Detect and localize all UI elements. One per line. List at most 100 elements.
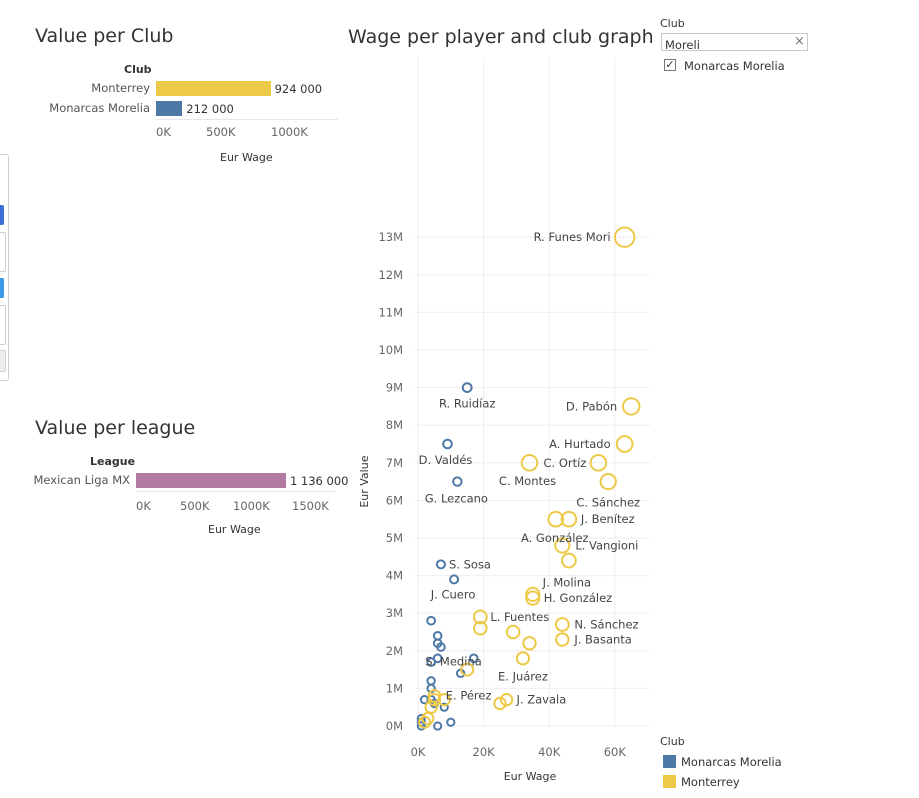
point-label: S. Medina <box>425 654 481 668</box>
data-point[interactable] <box>449 574 460 585</box>
data-point[interactable] <box>421 711 435 726</box>
data-point[interactable] <box>515 651 531 666</box>
data-point[interactable] <box>418 715 432 729</box>
point-label: J. Basanta <box>573 633 632 647</box>
data-point[interactable] <box>499 692 514 707</box>
club-row-label: Monterrey <box>91 81 150 95</box>
edge-handle-4[interactable] <box>0 305 6 345</box>
data-point[interactable] <box>493 696 507 711</box>
data-point[interactable] <box>615 435 634 453</box>
club-x-tick: 500K <box>206 125 236 139</box>
point-label: C. Montes <box>499 474 556 488</box>
data-point[interactable] <box>439 702 449 712</box>
point-label: R. Ruidíaz <box>439 397 495 411</box>
edge-handle-2[interactable] <box>0 232 6 272</box>
data-point[interactable] <box>416 721 426 731</box>
data-point[interactable] <box>460 662 475 677</box>
club-filter-input[interactable] <box>662 37 783 53</box>
club-header: Club <box>124 63 152 76</box>
y-axis-title: Eur Value <box>358 455 371 507</box>
point-label: G. Lezcano <box>425 492 488 506</box>
legend-swatch-monterrey[interactable] <box>663 775 676 788</box>
league-x-tick: 1500K <box>292 499 329 513</box>
y-tick-label: 1M <box>386 681 403 695</box>
data-point[interactable] <box>435 559 446 570</box>
edge-handle-5[interactable] <box>0 350 6 372</box>
y-tick-label: 3M <box>386 606 403 620</box>
y-tick-label: 4M <box>386 569 403 583</box>
data-point[interactable] <box>554 537 571 554</box>
club-x-tick: 1000K <box>271 125 308 139</box>
legend-title: Club <box>660 735 685 748</box>
point-label: N. Sánchez <box>574 617 638 631</box>
data-point[interactable] <box>436 642 446 652</box>
data-point[interactable] <box>426 676 436 686</box>
data-point[interactable] <box>554 617 570 632</box>
league-row-label: Mexican Liga MX <box>33 473 130 487</box>
data-point[interactable] <box>505 624 521 640</box>
data-point[interactable] <box>613 226 636 248</box>
point-label: D. Valdés <box>419 453 473 467</box>
scatter-plot[interactable]: 0M 1M 2M 3M 4M 5M 6M 7M 8M 9M 10M 11M 12M 13M 0K 20K 40K… <box>340 50 670 790</box>
data-point[interactable] <box>442 438 453 450</box>
x-tick-label: 40K <box>538 745 561 759</box>
legend-label[interactable]: Monterrey <box>681 775 740 789</box>
clear-icon[interactable]: × <box>794 34 805 49</box>
y-tick-label: 11M <box>378 305 403 319</box>
point-label: E. Juárez <box>498 669 548 683</box>
data-point[interactable] <box>560 510 578 528</box>
data-point[interactable] <box>520 454 539 472</box>
y-tick-label: 2M <box>386 644 403 658</box>
filter-option-label[interactable]: Monarcas Morelia <box>684 59 785 73</box>
data-point[interactable] <box>472 609 488 625</box>
data-point[interactable] <box>461 382 473 394</box>
data-point[interactable] <box>437 692 451 707</box>
edge-handle-1[interactable] <box>0 205 4 225</box>
league-x-tick: 1000K <box>233 499 270 513</box>
edge-handle-3[interactable] <box>0 278 4 298</box>
data-point[interactable] <box>622 397 641 416</box>
data-point[interactable] <box>426 657 436 667</box>
league-x-label: Eur Wage <box>208 523 261 536</box>
club-row-label: Monarcas Morelia <box>49 101 150 115</box>
data-point[interactable] <box>589 454 608 472</box>
bar-monterrey[interactable] <box>156 81 271 96</box>
point-label: S. Sosa <box>449 557 491 571</box>
filter-checkbox[interactable]: ✓ <box>664 58 676 71</box>
point-label: J. Cuero <box>430 587 476 601</box>
data-point[interactable] <box>426 615 437 626</box>
club-filter-search[interactable]: × <box>661 33 808 53</box>
y-tick-label: 6M <box>386 493 403 507</box>
point-label: J. Benítez <box>580 512 635 526</box>
club-chart-title: Value per Club <box>35 25 174 47</box>
club-axis-line <box>156 119 338 120</box>
point-label: J. Molina <box>542 576 591 590</box>
data-point[interactable] <box>555 632 570 647</box>
point-label: R. Funes Mori <box>534 230 611 244</box>
data-point[interactable] <box>446 717 456 727</box>
legend-swatch-morelia[interactable] <box>663 755 676 768</box>
data-point[interactable] <box>599 473 617 491</box>
data-point[interactable] <box>522 636 537 651</box>
data-point[interactable] <box>468 653 479 664</box>
data-point[interactable] <box>427 692 442 707</box>
bar-monarcas-morelia[interactable] <box>156 101 183 116</box>
x-tick-label: 60K <box>604 745 627 759</box>
data-point[interactable] <box>433 721 443 731</box>
bar-mexican-liga-mx[interactable] <box>136 473 286 488</box>
legend-label[interactable]: Monarcas Morelia <box>681 755 782 769</box>
point-label: L. Fuentes <box>490 610 549 624</box>
point-label: H. González <box>544 591 612 605</box>
data-point[interactable] <box>452 476 463 487</box>
data-point[interactable] <box>525 590 541 606</box>
data-point[interactable] <box>432 630 443 641</box>
y-tick-label: 7M <box>386 456 403 470</box>
point-label: A. González <box>521 531 589 545</box>
data-point[interactable] <box>473 620 488 636</box>
bar-value-label: 1 136 000 <box>289 474 349 488</box>
league-x-tick: 0K <box>136 499 151 513</box>
y-tick-label: 12M <box>378 268 403 282</box>
bar-value-label: 924 000 <box>274 82 323 96</box>
data-point[interactable] <box>560 552 577 569</box>
data-point[interactable] <box>547 510 565 528</box>
